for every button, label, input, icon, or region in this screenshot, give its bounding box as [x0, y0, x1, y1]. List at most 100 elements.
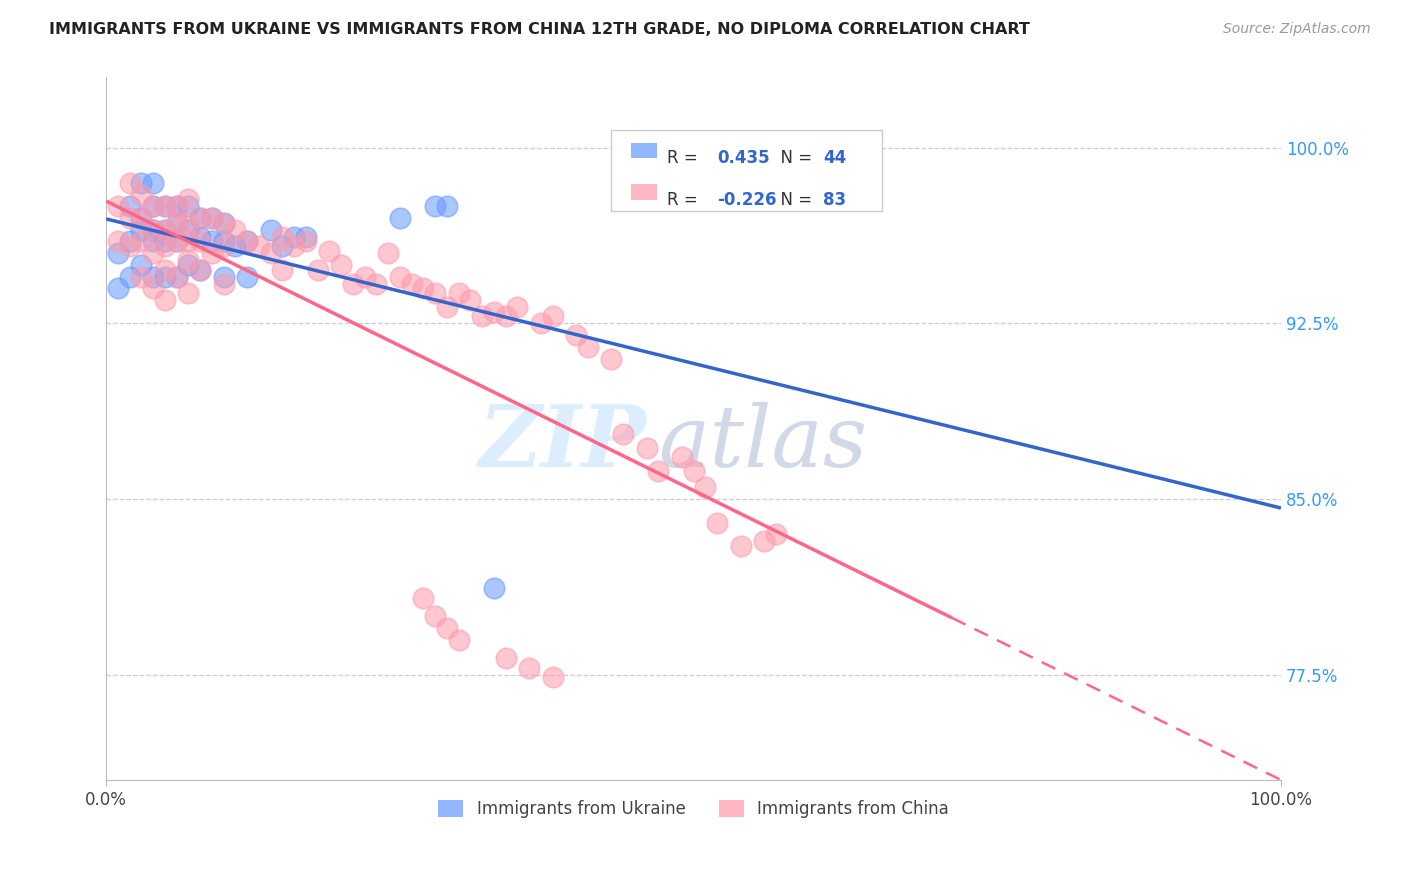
Point — [166, 235, 188, 249]
Text: 83: 83 — [823, 191, 846, 209]
Text: R =: R = — [666, 149, 703, 167]
Text: N =: N = — [770, 191, 817, 209]
Point — [636, 441, 658, 455]
Point — [706, 516, 728, 530]
Point — [212, 239, 235, 253]
Point — [695, 480, 717, 494]
Point — [671, 450, 693, 464]
Point — [153, 269, 176, 284]
Point — [752, 534, 775, 549]
Point — [118, 269, 141, 284]
Point — [366, 277, 388, 291]
Point — [517, 661, 540, 675]
Point — [236, 269, 259, 284]
Point — [201, 246, 224, 260]
Text: Source: ZipAtlas.com: Source: ZipAtlas.com — [1223, 22, 1371, 37]
Point — [107, 281, 129, 295]
Point — [541, 310, 564, 324]
Point — [460, 293, 482, 307]
Point — [425, 609, 447, 624]
Point — [212, 235, 235, 249]
Point — [612, 426, 634, 441]
Point — [342, 277, 364, 291]
Point — [471, 310, 494, 324]
FancyBboxPatch shape — [631, 185, 657, 200]
Point — [412, 281, 434, 295]
Point — [447, 632, 470, 647]
Point — [188, 262, 211, 277]
Point — [142, 199, 165, 213]
Point — [142, 235, 165, 249]
Point — [401, 277, 423, 291]
Point — [482, 304, 505, 318]
Point — [131, 211, 153, 225]
Point — [541, 670, 564, 684]
Legend: Immigrants from Ukraine, Immigrants from China: Immigrants from Ukraine, Immigrants from… — [432, 793, 956, 825]
Point — [177, 216, 200, 230]
Point — [353, 269, 375, 284]
Point — [118, 176, 141, 190]
Point — [118, 235, 141, 249]
Point — [330, 258, 353, 272]
Point — [388, 211, 411, 225]
Point — [131, 269, 153, 284]
Point — [142, 223, 165, 237]
Point — [188, 229, 211, 244]
Point — [177, 223, 200, 237]
Text: R =: R = — [666, 191, 703, 209]
Point — [131, 258, 153, 272]
Point — [295, 235, 318, 249]
Point — [730, 539, 752, 553]
Point — [153, 199, 176, 213]
Point — [412, 591, 434, 605]
Text: ZIP: ZIP — [478, 401, 647, 484]
Point — [201, 211, 224, 225]
Point — [271, 239, 294, 253]
Point — [436, 621, 458, 635]
Point — [212, 277, 235, 291]
Point — [247, 239, 270, 253]
Point — [271, 262, 294, 277]
Point — [118, 211, 141, 225]
Point — [495, 651, 517, 665]
Point — [153, 223, 176, 237]
Text: atlas: atlas — [658, 401, 868, 484]
Point — [188, 262, 211, 277]
Point — [131, 211, 153, 225]
Point — [565, 328, 588, 343]
Point — [576, 340, 599, 354]
Point — [153, 262, 176, 277]
Point — [212, 216, 235, 230]
Point — [283, 229, 305, 244]
Point — [153, 239, 176, 253]
Text: 0.435: 0.435 — [717, 149, 769, 167]
Point — [212, 216, 235, 230]
Point — [142, 269, 165, 284]
Point — [188, 211, 211, 225]
Point — [131, 176, 153, 190]
Point — [131, 223, 153, 237]
Point — [388, 269, 411, 284]
Point — [495, 310, 517, 324]
Point — [307, 262, 329, 277]
Point — [166, 269, 188, 284]
Point — [682, 464, 704, 478]
Text: IMMIGRANTS FROM UKRAINE VS IMMIGRANTS FROM CHINA 12TH GRADE, NO DIPLOMA CORRELAT: IMMIGRANTS FROM UKRAINE VS IMMIGRANTS FR… — [49, 22, 1031, 37]
Point — [212, 269, 235, 284]
Point — [166, 269, 188, 284]
Point — [166, 199, 188, 213]
Point — [260, 246, 283, 260]
Point — [177, 253, 200, 268]
Text: 44: 44 — [823, 149, 846, 167]
Point — [153, 235, 176, 249]
Point — [153, 293, 176, 307]
Point — [436, 199, 458, 213]
Point — [142, 176, 165, 190]
Point — [447, 285, 470, 300]
Point — [118, 199, 141, 213]
Point — [131, 187, 153, 202]
Point — [530, 317, 553, 331]
Point — [295, 229, 318, 244]
Point — [425, 199, 447, 213]
FancyBboxPatch shape — [631, 143, 657, 158]
